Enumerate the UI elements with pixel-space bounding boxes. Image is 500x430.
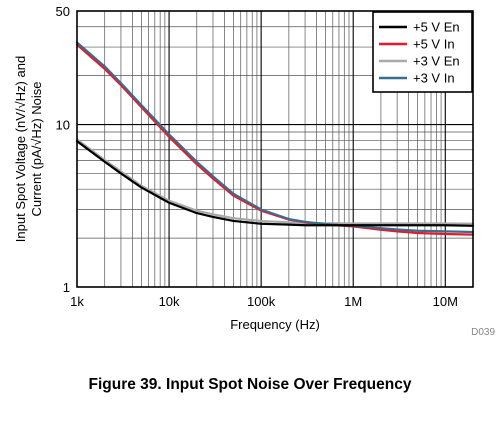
major-gridlines — [77, 11, 473, 287]
figure-caption: Figure 39. Input Spot Noise Over Frequen… — [88, 376, 412, 393]
legend-entry: +5 V En — [413, 20, 460, 35]
x-tick-label: 10k — [159, 294, 180, 309]
y-tick-labels: 1 10 50 — [56, 4, 70, 295]
y-axis-label-line2: Current (pA/√Hz) Noise — [29, 81, 44, 216]
y-tick-label: 1 — [63, 280, 70, 295]
plot-frame — [76, 10, 474, 288]
x-tick-label: 10M — [433, 294, 458, 309]
x-axis-label: Frequency (Hz) — [230, 317, 320, 332]
series-line-4 — [75, 41, 475, 234]
legend-entry: +3 V In — [413, 71, 455, 86]
x-tick-label: 1M — [344, 294, 362, 309]
noise-chart: 1k 10k 100k 1M 10M 1 10 50 Frequency (Hz) Inpu… — [13, 4, 495, 338]
y-tick-label: 50 — [56, 4, 70, 19]
series-line-1 — [75, 140, 475, 227]
series-line-3 — [75, 138, 475, 225]
minor-gridlines — [77, 11, 473, 287]
x-tick-labels: 1k 10k 100k 1M 10M — [70, 294, 458, 309]
legend-entry: +3 V En — [413, 54, 460, 69]
y-axis-label: Input Spot Voltage (nV/√Hz) and Current … — [13, 56, 44, 242]
legend: +5 V En +5 V In +3 V En +3 V In — [372, 11, 473, 93]
x-tick-label: 100k — [247, 294, 276, 309]
y-axis-label-line1: Input Spot Voltage (nV/√Hz) and — [13, 56, 28, 242]
figure-id: D039 — [471, 327, 495, 338]
x-tick-label: 1k — [70, 294, 84, 309]
series-lines — [75, 41, 475, 236]
legend-entry: +5 V In — [413, 37, 455, 52]
y-tick-label: 10 — [56, 118, 70, 133]
